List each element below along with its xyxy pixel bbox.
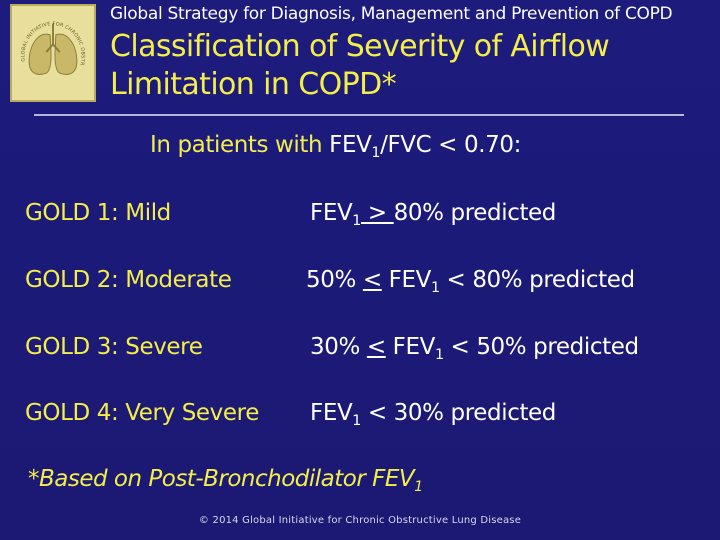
gold-4-grade: GOLD 4: Very Severe: [25, 400, 259, 426]
gold-logo: GLOBAL INITIATIVE FOR CHRONIC OBSTRUCTIV…: [10, 4, 96, 102]
intro-criterion: In patients with FEV1/FVC < 0.70:: [150, 132, 521, 161]
intro-fev: FEV1/FVC < 0.70:: [329, 132, 521, 161]
gold-2-grade: GOLD 2: Moderate: [25, 267, 232, 293]
gold-2-criterion: 50% < FEV1 < 80% predicted: [306, 267, 635, 296]
gold-4-criterion: FEV1 < 30% predicted: [310, 400, 557, 429]
gold-1-grade: GOLD 1: Mild: [25, 200, 171, 226]
slide-title: Classification of Severity of Airflow Li…: [110, 28, 610, 104]
slide-title-line-2: Limitation in COPD*: [110, 67, 397, 102]
footnote: *Based on Post-Bronchodilator FEV1: [28, 466, 423, 495]
slide-title-line-1: Classification of Severity of Airflow: [110, 29, 610, 64]
intro-prefix: In patients with: [150, 132, 330, 158]
header-subtitle: Global Strategy for Diagnosis, Managemen…: [110, 4, 673, 24]
copyright-notice: © 2014 Global Initiative for Chronic Obs…: [198, 515, 522, 526]
title-divider: [34, 114, 684, 116]
lungs-icon: GLOBAL INITIATIVE FOR CHRONIC OBSTRUCTIV…: [12, 6, 85, 75]
gold-3-grade: GOLD 3: Severe: [25, 334, 203, 360]
gold-1-criterion: FEV1 > 80% predicted: [310, 200, 557, 229]
gold-3-criterion: 30% < FEV1 < 50% predicted: [310, 334, 639, 363]
